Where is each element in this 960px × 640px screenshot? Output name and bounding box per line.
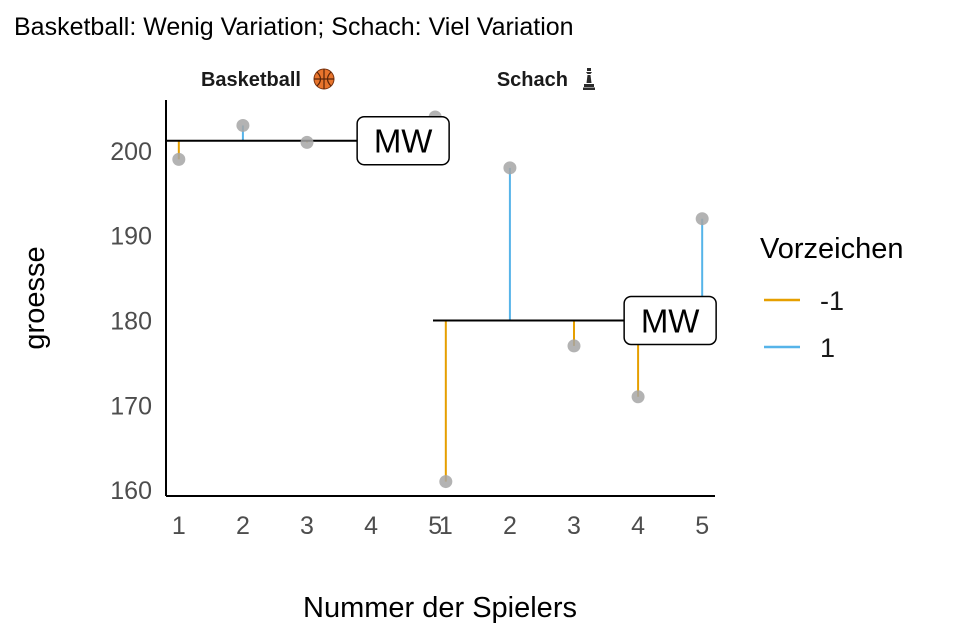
- y-tick-label: 160: [110, 477, 152, 505]
- x-tick-label: 5: [428, 512, 442, 540]
- x-axis-label: Nummer der Spielers: [303, 592, 577, 624]
- x-tick-label: 2: [503, 512, 517, 540]
- strip-title: Basketball: [201, 68, 335, 91]
- y-tick-label: 190: [110, 223, 152, 251]
- data-point: [439, 475, 453, 489]
- x-tick-label: 2: [236, 512, 250, 540]
- x-tick-label: 3: [300, 512, 314, 540]
- y-axis-label: groesse: [19, 246, 51, 349]
- strip-title: Schach: [497, 68, 595, 91]
- mean-label: MW: [356, 115, 450, 166]
- facet-panels: Basketball 160 170 180 190 200 1 2 3 4 5 MW Schach 1 2…: [110, 68, 717, 540]
- basketball-icon: [313, 68, 335, 90]
- mean-label-text: MW: [374, 123, 433, 160]
- chart-title: Basketball: Wenig Variation; Schach: Vie…: [14, 13, 574, 41]
- legend: Vorzeichen -1 1: [760, 233, 904, 363]
- x-tick-label: 1: [172, 512, 186, 540]
- x-tick-label: 3: [567, 512, 581, 540]
- y-tick-label: 180: [110, 307, 152, 335]
- chess-pawn-icon: [583, 68, 595, 90]
- mean-label-text: MW: [641, 302, 700, 339]
- data-point: [503, 161, 517, 175]
- x-tick-label: 4: [364, 512, 378, 540]
- data-point: [172, 152, 186, 166]
- data-point: [631, 390, 645, 404]
- mean-label-box: [623, 295, 717, 346]
- legend-title: Vorzeichen: [760, 233, 904, 265]
- y-tick-label: 170: [110, 392, 152, 420]
- x-tick-label: 1: [439, 512, 453, 540]
- strip-label: Schach: [497, 69, 568, 91]
- legend-label-neg: -1: [820, 286, 844, 316]
- panel-basketball: Basketball 160 170 180 190 200 1 2 3 4 5 MW: [110, 68, 450, 540]
- y-tick-label: 200: [110, 138, 152, 166]
- x-tick-label: 4: [631, 512, 645, 540]
- mean-label: MW: [623, 295, 717, 346]
- mean-label-box: [356, 115, 450, 166]
- data-point: [236, 118, 250, 132]
- panel-schach: Schach 1 2 3 4 5 MW: [433, 68, 717, 540]
- x-tick-label: 5: [695, 512, 709, 540]
- data-point: [300, 135, 314, 149]
- legend-label-pos: 1: [820, 333, 835, 363]
- strip-label: Basketball: [201, 69, 301, 91]
- data-point: [567, 339, 581, 353]
- data-point: [695, 212, 709, 226]
